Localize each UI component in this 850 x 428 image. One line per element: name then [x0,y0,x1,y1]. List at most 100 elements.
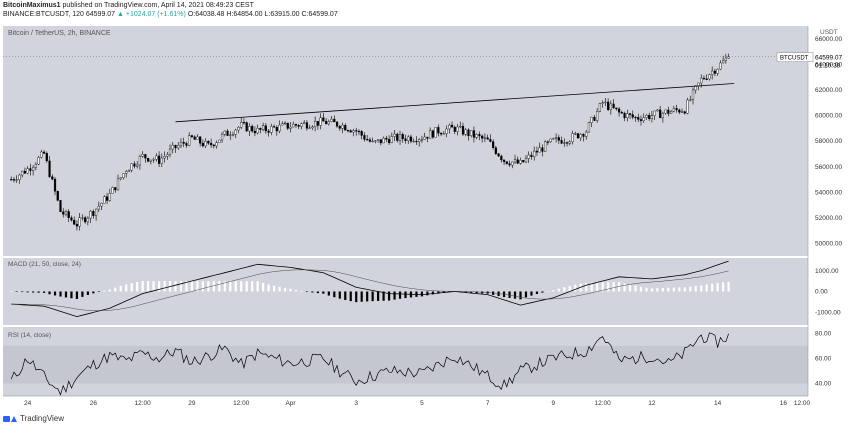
main-y-tick-2: 62000.00 [815,87,842,94]
publisher-line: BitcoinMaximus1 published on TradingView… [3,2,254,9]
macd-histogram-bar-70 [393,291,396,300]
rsi-y-tick-1: 60.00 [815,356,832,363]
close-value: C:64599.07 [301,11,338,18]
symbol-line: BINANCE:BTCUSDT, 120 64599.07 ▲ +1024.07… [3,11,338,18]
candle-227 [631,114,634,118]
price-tag-symbol: BTCUSDT [780,56,809,62]
main-y-tick-7: 52000.00 [815,215,842,222]
candle-125 [352,130,355,133]
resistance-trendline [175,83,735,123]
candle-6 [26,168,29,174]
candle-176 [492,141,495,148]
macd-histogram-bar-8 [53,291,57,296]
candle-59 [171,144,174,150]
candle-51 [149,159,152,162]
candle-41 [122,173,125,178]
candle-4 [21,170,24,176]
macd-histogram-bar-31 [179,281,183,292]
candle-199 [554,137,558,139]
candle-218 [607,101,610,110]
candle-85 [242,122,246,124]
macd-histogram-bar-2 [21,291,24,293]
macd-y-tick-1: 0.00 [815,289,828,296]
candle-175 [489,139,492,142]
candle-93 [264,125,267,132]
candle-255 [708,74,711,80]
candle-88 [251,126,254,132]
candle-109 [308,127,311,129]
macd-histogram-bar-121 [672,287,675,292]
candle-239 [664,109,667,114]
candle-52 [152,159,155,161]
candle-111 [314,121,317,127]
candle-223 [620,111,623,114]
macd-histogram-bar-0 [10,291,13,292]
candle-211 [587,122,591,133]
candle-36 [108,193,111,201]
candle-168 [470,130,473,136]
candle-75 [215,142,218,147]
low-value: L:63915.00 [264,11,300,18]
x-tick-8: 7 [486,400,490,407]
candle-226 [628,113,632,115]
candle-138 [387,139,391,143]
macd-y-tick-0: 1000.00 [815,268,839,275]
candle-206 [574,133,577,135]
candle-159 [445,128,448,134]
candle-242 [672,108,675,112]
candle-203 [565,142,569,144]
candle-215 [598,103,602,112]
candle-192 [535,150,539,153]
candle-233 [648,115,651,120]
candle-113 [319,117,322,126]
macd-histogram-bar-48 [272,285,276,292]
candle-257 [713,70,717,74]
candle-234 [650,115,654,120]
candle-230 [639,119,643,121]
candle-61 [177,145,180,149]
candle-259 [719,62,722,70]
candle-208 [579,134,582,139]
candle-35 [105,196,109,201]
macd-histogram-bar-30 [174,281,177,292]
candle-94 [267,130,270,133]
x-tick-7: 5 [420,400,424,407]
candle-84 [240,122,243,128]
macd-histogram-bar-71 [398,291,402,299]
candle-141 [396,133,399,141]
candle-146 [409,136,413,142]
candle-165 [461,125,465,135]
candle-184 [513,159,517,163]
candle-187 [522,160,525,163]
x-tick-3: 29 [188,400,196,407]
candle-95 [270,126,273,133]
macd-histogram-bar-12 [75,291,79,299]
candle-5 [23,170,27,174]
candle-60 [174,144,177,149]
candle-33 [100,203,103,207]
macd-histogram-bar-32 [185,281,188,292]
macd-histogram-bar-86 [481,291,484,294]
candle-116 [327,121,330,125]
macd-histogram-bar-28 [163,281,166,292]
candle-261 [724,57,727,61]
candle-105 [297,125,300,127]
candle-166 [464,129,467,135]
x-tick-11: 12 [648,400,656,407]
macd-histogram-bar-125 [694,285,697,292]
main-y-tick-4: 58000.00 [815,138,842,145]
x-tick-13: 16 [780,400,788,407]
candle-98 [278,124,281,132]
candle-92 [262,125,265,130]
macd-histogram-bar-37 [212,281,215,292]
candle-21 [67,211,70,218]
candle-188 [524,158,528,163]
macd-histogram-bar-13 [81,291,84,297]
candle-172 [481,135,484,139]
candle-174 [486,137,489,140]
candle-9 [34,164,37,168]
macd-histogram-bar-49 [278,286,281,292]
candle-207 [576,133,580,139]
candle-171 [478,134,481,137]
